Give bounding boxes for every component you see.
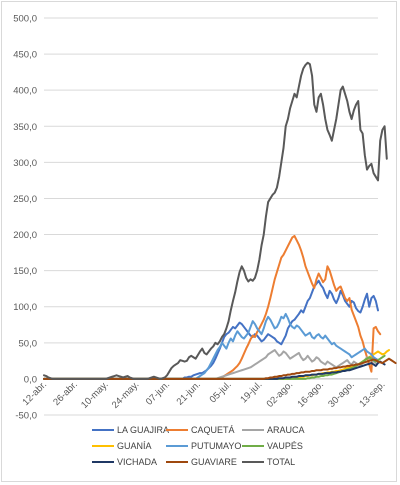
y-tick-label: 150,0	[13, 266, 37, 277]
x-tick-label: 26-abr.	[51, 379, 80, 408]
x-tick-label: 30-ago.	[326, 379, 357, 410]
series-line-total	[43, 61, 388, 380]
legend-label: GUAVIARE	[191, 457, 237, 467]
legend-label: GUANÍA	[117, 441, 152, 451]
y-tick-label: 300,0	[13, 158, 37, 169]
y-tick-label: 400,0	[13, 86, 37, 97]
gridlines	[44, 17, 378, 416]
x-tick-label: 19-jul.	[238, 379, 264, 405]
x-tick-label: 16-ago.	[295, 379, 326, 410]
legend-label: CAQUETÁ	[191, 425, 235, 435]
x-tick-label: 10-may.	[79, 379, 111, 411]
series-line-vichada	[43, 360, 386, 380]
legend-label: TOTAL	[267, 457, 295, 467]
series-line-caquet-	[43, 234, 382, 380]
legend-item: GUANÍA	[92, 441, 152, 451]
legend-item: VICHADA	[92, 457, 157, 467]
legend-label: LA GUAJIRA	[117, 425, 169, 435]
y-tick-label: 200,0	[13, 230, 37, 241]
legend-item: TOTAL	[242, 457, 295, 467]
y-tick-label: 250,0	[13, 194, 37, 205]
x-tick-label: 21-jun.	[175, 379, 203, 407]
legend-label: ARAUCA	[267, 425, 305, 435]
legend-label: PUTUMAYO	[191, 441, 241, 451]
y-tick-label: 500,0	[13, 14, 37, 25]
x-tick-label: 13-sep.	[357, 379, 387, 409]
y-tick-label: 50,0	[19, 338, 38, 349]
legend-item: ARAUCA	[242, 425, 305, 435]
x-tick-label: 02-ago.	[265, 379, 296, 410]
legend-item: LA GUAJIRA	[92, 425, 169, 435]
x-tick-label: 24-may.	[110, 379, 142, 411]
y-tick-label: 0,0	[24, 374, 37, 385]
x-tick-label: 05-jul.	[208, 379, 234, 405]
y-tick-label: -50,0	[15, 411, 37, 422]
y-tick-label: 350,0	[13, 122, 37, 133]
x-axis-tick-labels: 12-abr. 26-abr. 10-may. 24-may. 07-jun. 21-ju…	[20, 379, 387, 411]
legend-item: VAUPÉS	[242, 441, 303, 451]
x-tick-label: 07-jun.	[144, 379, 172, 407]
legend-item: PUTUMAYO	[166, 441, 241, 451]
y-tick-label: 450,0	[13, 50, 37, 61]
legend-label: VAUPÉS	[267, 441, 303, 451]
legend: LA GUAJIRA CAQUETÁ ARAUCA GUANÍA PUTUMAYO VAU…	[92, 425, 305, 467]
legend-item: CAQUETÁ	[166, 425, 235, 435]
y-axis-tick-labels: -50,0 0,0 50,0 100,0 150,0 200,0 250,0 300,0 350…	[13, 14, 37, 422]
legend-item: GUAVIARE	[166, 457, 237, 467]
legend-label: VICHADA	[117, 457, 157, 467]
y-tick-label: 100,0	[13, 302, 37, 313]
series-lines	[43, 61, 397, 380]
